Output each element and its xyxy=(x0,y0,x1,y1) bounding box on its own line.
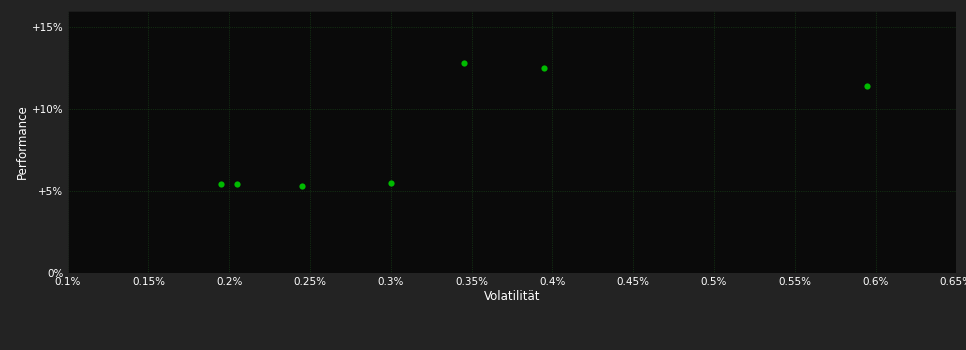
Point xyxy=(860,83,875,89)
Point xyxy=(456,60,471,66)
Point xyxy=(295,183,310,189)
Point xyxy=(230,182,245,187)
Y-axis label: Performance: Performance xyxy=(15,104,29,179)
Point xyxy=(384,180,399,186)
Point xyxy=(536,65,552,71)
X-axis label: Volatilität: Volatilität xyxy=(484,290,540,303)
Point xyxy=(213,182,229,187)
